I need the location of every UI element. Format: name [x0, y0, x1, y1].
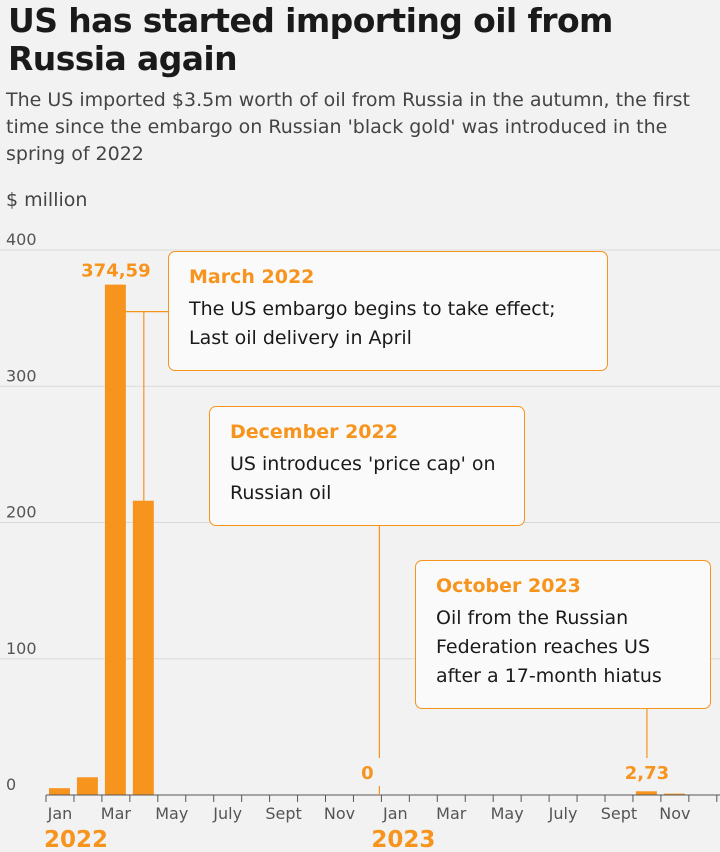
data-label: 2,73	[625, 763, 669, 784]
annotation-body: Oil from the Russian Federation reaches …	[436, 607, 662, 687]
x-tick-label: July	[212, 804, 242, 823]
annotation-december-2022: December 2022 US introduces 'price cap' …	[209, 406, 525, 526]
x-tick-label: Nov	[324, 804, 355, 823]
x-tick-label: May	[155, 804, 188, 823]
x-year-label: 2022	[44, 827, 108, 852]
annotation-october-2023: October 2023 Oil from the Russian Federa…	[415, 560, 711, 709]
y-tick-label: 200	[6, 503, 37, 522]
x-tick-label: May	[491, 804, 524, 823]
annotation-march-2022: March 2022 The US embargo begins to take…	[168, 251, 608, 371]
y-tick-label: 100	[6, 639, 37, 658]
annotation-heading: March 2022	[189, 266, 315, 288]
x-tick-label: Mar	[101, 804, 132, 823]
bar	[663, 793, 685, 795]
page-subtitle: The US imported $3.5m worth of oil from …	[6, 89, 690, 165]
x-tick-label: Jan	[382, 804, 408, 823]
x-tick-label: Nov	[659, 804, 690, 823]
bar	[104, 284, 126, 795]
bar	[635, 791, 657, 795]
annotation-body: The US embargo begins to take effect; La…	[189, 298, 556, 349]
y-tick-label: 0	[6, 775, 16, 794]
data-label: 0	[361, 763, 374, 784]
annotation-body: US introduces 'price cap' on Russian oil	[230, 453, 496, 504]
x-tick-label: Sept	[601, 804, 637, 823]
bar	[49, 788, 70, 795]
data-label: 374,59	[81, 261, 150, 282]
x-year-label: 2023	[371, 827, 435, 852]
x-tick-label: July	[548, 804, 578, 823]
x-tick-label: Sept	[265, 804, 301, 823]
annotation-heading: December 2022	[230, 421, 398, 443]
x-tick-label: Jan	[47, 804, 73, 823]
y-tick-label: 300	[6, 366, 37, 385]
x-tick-label: Mar	[436, 804, 467, 823]
annotation-heading: October 2023	[436, 575, 581, 597]
y-tick-label: 400	[6, 230, 37, 249]
bar	[76, 777, 98, 795]
page-title: US has started importing oil from Russia…	[8, 1, 613, 78]
y-axis-unit-label: $ million	[6, 189, 88, 211]
bar	[132, 500, 154, 795]
